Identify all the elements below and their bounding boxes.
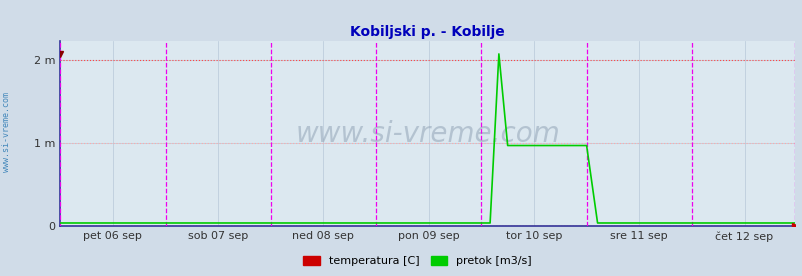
Text: www.si-vreme.com: www.si-vreme.com <box>295 120 559 148</box>
Legend: temperatura [C], pretok [m3/s]: temperatura [C], pretok [m3/s] <box>298 251 536 270</box>
Text: www.si-vreme.com: www.si-vreme.com <box>2 92 11 172</box>
Title: Kobiljski p. - Kobilje: Kobiljski p. - Kobilje <box>350 25 504 39</box>
